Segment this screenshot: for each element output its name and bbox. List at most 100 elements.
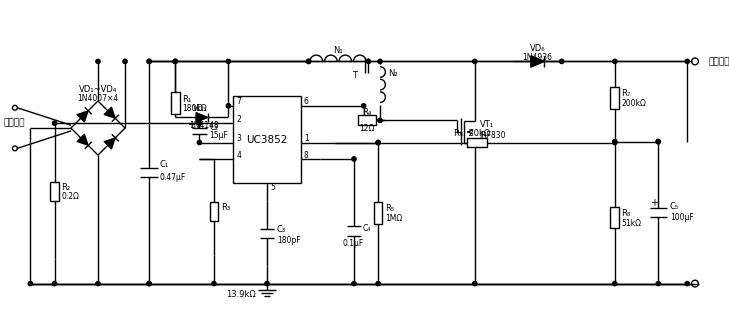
Text: R₈: R₈ — [622, 209, 631, 218]
Polygon shape — [104, 138, 115, 149]
Text: R₆  20kΩ: R₆ 20kΩ — [454, 129, 491, 138]
Circle shape — [612, 282, 617, 286]
Polygon shape — [104, 107, 115, 118]
Text: 15μF: 15μF — [209, 131, 228, 140]
Text: R₁: R₁ — [182, 94, 191, 104]
Circle shape — [306, 59, 311, 64]
Circle shape — [376, 140, 381, 145]
Circle shape — [352, 282, 356, 286]
Text: C₁: C₁ — [160, 160, 169, 169]
Circle shape — [198, 140, 201, 145]
Text: 1N4007×4: 1N4007×4 — [77, 94, 119, 103]
Text: C₂: C₂ — [209, 123, 218, 131]
Circle shape — [560, 59, 564, 64]
Text: 0.47μF: 0.47μF — [160, 173, 186, 182]
Circle shape — [685, 59, 690, 64]
Text: IRF830: IRF830 — [480, 131, 506, 140]
Circle shape — [226, 104, 230, 108]
Text: R₄: R₄ — [362, 108, 372, 117]
Bar — [50, 182, 59, 201]
Text: 6: 6 — [304, 97, 308, 106]
Circle shape — [367, 59, 370, 64]
Text: 1N4148: 1N4148 — [189, 121, 219, 130]
Bar — [467, 138, 487, 147]
Circle shape — [612, 139, 617, 144]
Text: 7: 7 — [236, 97, 241, 106]
Circle shape — [28, 282, 33, 286]
Bar — [171, 92, 179, 113]
Text: VD₁~VD₄: VD₁~VD₄ — [79, 85, 117, 94]
Bar — [359, 115, 375, 125]
Text: +: + — [650, 198, 658, 208]
Circle shape — [656, 139, 660, 144]
Circle shape — [376, 140, 381, 145]
Text: 0.2Ω: 0.2Ω — [61, 192, 79, 201]
Bar — [374, 203, 383, 224]
Text: 13.9kΩ: 13.9kΩ — [225, 290, 255, 299]
Text: R₃: R₃ — [221, 203, 230, 212]
Polygon shape — [77, 111, 88, 122]
Circle shape — [378, 118, 382, 123]
Text: N₁: N₁ — [332, 46, 343, 55]
Circle shape — [378, 59, 382, 64]
Circle shape — [352, 157, 356, 161]
Circle shape — [472, 59, 477, 64]
Circle shape — [96, 282, 100, 286]
Circle shape — [376, 282, 381, 286]
Circle shape — [612, 59, 617, 64]
Circle shape — [96, 59, 100, 64]
Polygon shape — [196, 112, 208, 122]
Circle shape — [147, 59, 152, 64]
Text: VD₅: VD₅ — [192, 104, 207, 113]
Bar — [233, 96, 301, 183]
Text: 180pF: 180pF — [277, 236, 300, 245]
Text: 输出直流: 输出直流 — [709, 57, 729, 66]
Text: C₄: C₄ — [363, 223, 371, 233]
Circle shape — [52, 121, 57, 125]
Text: R₂: R₂ — [61, 183, 71, 192]
Text: 1: 1 — [304, 134, 308, 143]
Circle shape — [123, 59, 127, 64]
Bar — [610, 207, 619, 228]
Text: 0.1μF: 0.1μF — [343, 239, 364, 248]
Circle shape — [147, 282, 152, 286]
Circle shape — [265, 282, 269, 286]
Text: N₂: N₂ — [388, 70, 397, 78]
Circle shape — [212, 282, 216, 286]
Text: 51kΩ: 51kΩ — [622, 219, 642, 228]
Bar — [209, 202, 218, 221]
Circle shape — [198, 121, 201, 125]
Text: 3: 3 — [236, 134, 241, 143]
Circle shape — [612, 140, 617, 145]
Circle shape — [226, 59, 230, 64]
Text: 100μF: 100μF — [670, 213, 693, 222]
Text: C₃: C₃ — [277, 225, 286, 234]
Circle shape — [472, 282, 477, 286]
Text: R₇: R₇ — [622, 89, 631, 98]
Text: 2: 2 — [236, 115, 241, 124]
Bar — [610, 88, 619, 109]
Text: 1N4936: 1N4936 — [523, 53, 553, 62]
Text: R₅: R₅ — [385, 204, 394, 213]
Text: VD₆: VD₆ — [530, 44, 545, 53]
Text: 200kΩ: 200kΩ — [622, 100, 647, 108]
Circle shape — [306, 59, 311, 64]
Circle shape — [685, 282, 690, 286]
Text: 8: 8 — [304, 151, 308, 160]
Circle shape — [656, 282, 660, 286]
Circle shape — [174, 59, 177, 64]
Text: 5: 5 — [270, 184, 275, 192]
Text: T: T — [352, 71, 357, 80]
Text: 1MΩ: 1MΩ — [385, 214, 402, 223]
Circle shape — [147, 282, 152, 286]
Polygon shape — [77, 134, 88, 145]
Circle shape — [52, 282, 57, 286]
Circle shape — [174, 59, 177, 64]
Polygon shape — [531, 56, 545, 67]
Circle shape — [656, 139, 660, 144]
Text: 12Ω: 12Ω — [359, 124, 375, 132]
Circle shape — [362, 104, 366, 108]
Text: 交流电压: 交流电压 — [3, 119, 25, 128]
Text: UC3852: UC3852 — [246, 135, 288, 145]
Text: C₅: C₅ — [670, 202, 679, 211]
